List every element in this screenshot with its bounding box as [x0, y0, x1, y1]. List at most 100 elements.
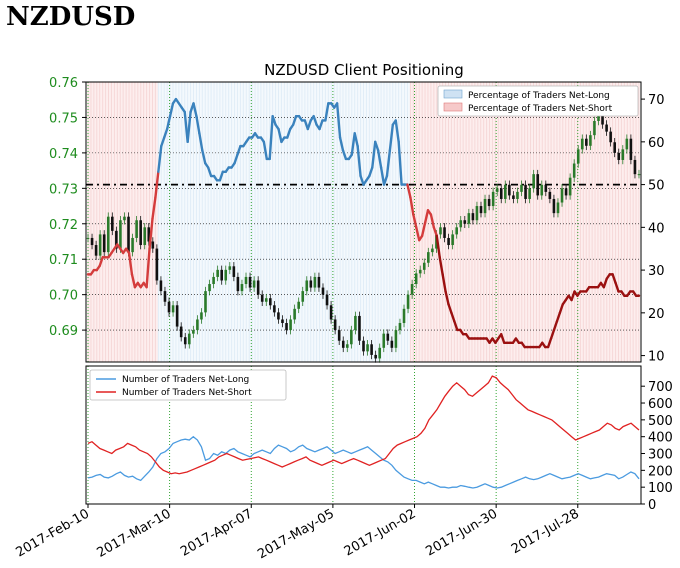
price-candle	[447, 237, 450, 246]
price-candle	[106, 216, 110, 253]
legend-label-net-short-count: Number of Traders Net-Short	[122, 388, 252, 398]
net-long-band	[290, 82, 294, 362]
net-short-band	[568, 82, 573, 362]
price-candle	[459, 220, 463, 228]
net-long-band	[386, 82, 391, 362]
bottom-axis-tick-label: 600	[648, 397, 673, 412]
price-candle	[455, 227, 458, 235]
price-candle	[390, 340, 394, 348]
net-short-band	[480, 82, 485, 362]
percentage-line-segment	[291, 114, 298, 126]
right-axis-tick-label: 10	[648, 350, 665, 365]
net-long-band	[240, 82, 244, 362]
percentage-line-segment	[409, 196, 415, 216]
net-long-band	[378, 82, 382, 362]
net-short-band	[621, 82, 625, 362]
net-long-band	[319, 82, 324, 362]
price-candle	[621, 149, 625, 160]
net-long-band	[287, 82, 291, 362]
net-short-band	[589, 82, 593, 362]
percentage-line-segment	[359, 174, 365, 186]
price-candle	[499, 188, 503, 199]
price-candle	[398, 323, 402, 331]
net-short-band	[624, 82, 628, 362]
net-short-band	[469, 82, 473, 362]
price-candle	[309, 280, 313, 288]
left-axis-tick-label: 0.75	[49, 111, 78, 126]
net-long-band	[205, 82, 209, 362]
net-long-band	[167, 82, 171, 362]
percentage-line-segment	[271, 114, 277, 126]
price-candle	[333, 319, 337, 331]
percentage-line-segment	[500, 333, 506, 344]
price-candle	[183, 337, 187, 345]
net-short-band	[498, 82, 502, 362]
price-candle	[321, 287, 325, 295]
percentage-line-segment	[441, 273, 447, 293]
net-short-band	[615, 82, 620, 362]
percentage-line-segment	[420, 221, 427, 238]
price-candle	[123, 216, 126, 221]
net-short-band	[551, 82, 555, 362]
price-candle	[293, 308, 296, 320]
net-short-band	[433, 82, 438, 362]
net-short-band	[512, 82, 517, 362]
net-long-band	[401, 82, 406, 362]
percentage-line-segment	[277, 127, 283, 144]
net-long-band	[252, 82, 256, 362]
price-candle	[512, 195, 515, 199]
price-candle	[260, 294, 264, 302]
net-short-band	[536, 82, 540, 362]
net-long-band	[225, 82, 230, 362]
price-candle	[167, 301, 171, 313]
price-candle	[406, 294, 410, 309]
x-axis-date-label: 2017-May-05	[255, 506, 337, 562]
net-long-band	[237, 82, 242, 362]
price-candle	[605, 124, 608, 132]
percentage-line-segment	[611, 273, 617, 285]
net-long-band	[360, 82, 365, 362]
price-candle	[540, 184, 544, 196]
price-candle	[463, 220, 467, 224]
bottom-axis-tick-label: 0	[648, 498, 656, 513]
price-candle	[386, 333, 390, 341]
net-short-band	[143, 82, 148, 362]
price-candle	[358, 315, 361, 341]
price-candle	[560, 188, 564, 203]
price-candle	[633, 159, 637, 175]
price-candle	[220, 269, 223, 281]
price-candle	[483, 198, 487, 214]
net-long-band	[178, 82, 183, 362]
net-short-band	[524, 82, 529, 362]
net-long-band	[363, 82, 368, 362]
net-long-band	[219, 82, 224, 362]
price-candle	[175, 305, 179, 327]
percentage-line-segment	[198, 132, 204, 152]
net-short-band	[501, 82, 505, 362]
net-short-band	[603, 82, 608, 362]
net-short-band	[633, 82, 637, 362]
net-short-band	[102, 82, 107, 362]
price-candle	[90, 237, 94, 246]
percentage-line-segment	[549, 328, 556, 340]
price-candle	[317, 276, 321, 288]
net-long-band	[325, 82, 329, 362]
net-short-band	[510, 82, 514, 362]
price-candle	[171, 305, 175, 313]
net-short-band	[93, 82, 98, 362]
price-candle	[147, 227, 151, 242]
net-short-band	[574, 82, 579, 362]
net-long-band	[307, 82, 312, 362]
net-long-band	[249, 82, 253, 362]
price-candle	[179, 326, 183, 338]
net-short-band	[542, 82, 546, 362]
price-candle	[216, 269, 219, 277]
price-candle	[548, 191, 552, 199]
price-candle	[313, 276, 317, 288]
net-short-band	[518, 82, 523, 362]
net-long-band	[354, 82, 359, 362]
price-candle	[111, 216, 114, 231]
price-candle	[354, 315, 357, 331]
net-short-band	[521, 82, 526, 362]
net-short-band	[439, 82, 444, 362]
